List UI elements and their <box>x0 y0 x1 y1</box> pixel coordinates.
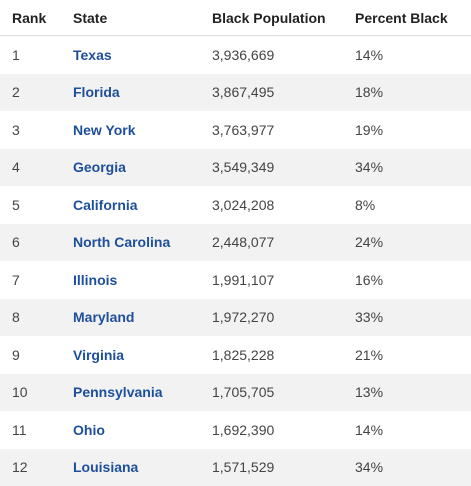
population-cell: 1,825,228 <box>212 346 275 363</box>
table-row: 10 Pennsylvania 1,705,705 13% <box>0 373 471 411</box>
table-row: 2 Florida 3,867,495 18% <box>0 73 471 111</box>
table-row: 5 California 3,024,208 8% <box>0 186 471 224</box>
table-row: 1 Texas 3,936,669 14% <box>0 36 471 74</box>
population-cell: 1,705,705 <box>212 384 275 401</box>
rank-cell: 4 <box>12 159 20 176</box>
state-link[interactable]: Maryland <box>73 309 135 326</box>
percent-cell: 33% <box>355 309 384 326</box>
percent-cell: 21% <box>355 346 384 363</box>
table-row: 11 Ohio 1,692,390 14% <box>0 411 471 449</box>
table-row: 9 Virginia 1,825,228 21% <box>0 336 471 374</box>
state-link[interactable]: Texas <box>73 46 112 63</box>
state-link[interactable]: Illinois <box>73 271 118 288</box>
population-cell: 3,867,495 <box>212 84 275 101</box>
table-row: 8 Maryland 1,972,270 33% <box>0 298 471 336</box>
state-link[interactable]: North Carolina <box>73 234 171 251</box>
header-state[interactable]: State <box>73 9 108 26</box>
rank-cell: 6 <box>12 234 20 251</box>
population-cell: 1,571,529 <box>212 459 275 476</box>
rank-cell: 10 <box>12 384 28 401</box>
table-body: 1 Texas 3,936,669 14% 2 Florida 3,867,495 18% 3 N… <box>0 36 471 486</box>
percent-cell: 34% <box>355 459 384 476</box>
rank-cell: 12 <box>12 459 28 476</box>
percent-cell: 13% <box>355 384 384 401</box>
table-row: 4 Georgia 3,549,349 34% <box>0 148 471 186</box>
table-row: 7 Illinois 1,991,107 16% <box>0 261 471 299</box>
state-link[interactable]: Louisiana <box>73 459 139 476</box>
percent-cell: 18% <box>355 84 384 101</box>
header-black-population[interactable]: Black Population <box>212 9 326 26</box>
population-cell: 3,936,669 <box>212 46 275 63</box>
percent-cell: 14% <box>355 421 384 438</box>
rank-cell: 1 <box>12 46 20 63</box>
table-row: 3 New York 3,763,977 19% <box>0 111 471 149</box>
state-link[interactable]: Georgia <box>73 159 126 176</box>
state-link[interactable]: Florida <box>73 84 120 101</box>
state-link[interactable]: Ohio <box>73 421 105 438</box>
population-cell: 1,692,390 <box>212 421 275 438</box>
rank-cell: 5 <box>12 196 20 213</box>
population-cell: 3,024,208 <box>212 196 275 213</box>
state-link[interactable]: Virginia <box>73 346 125 363</box>
rank-cell: 7 <box>12 271 20 288</box>
table-row: 12 Louisiana 1,571,529 34% <box>0 448 471 486</box>
population-cell: 1,972,270 <box>212 309 275 326</box>
rank-cell: 2 <box>12 84 20 101</box>
population-cell: 3,549,349 <box>212 159 275 176</box>
table-row: 6 North Carolina 2,448,077 24% <box>0 223 471 261</box>
state-link[interactable]: New York <box>73 121 136 138</box>
state-link[interactable]: Pennsylvania <box>73 384 163 401</box>
percent-cell: 24% <box>355 234 384 251</box>
header-rank[interactable]: Rank <box>12 9 47 26</box>
percent-cell: 16% <box>355 271 384 288</box>
rank-cell: 3 <box>12 121 20 138</box>
rank-cell: 8 <box>12 309 20 326</box>
population-cell: 1,991,107 <box>212 271 275 288</box>
percent-cell: 34% <box>355 159 384 176</box>
population-cell: 3,763,977 <box>212 121 275 138</box>
rank-cell: 9 <box>12 346 20 363</box>
table-header-row: Rank State Black Population Percent Blac… <box>0 0 471 36</box>
rank-cell: 11 <box>12 421 27 438</box>
percent-cell: 14% <box>355 46 384 63</box>
percent-cell: 19% <box>355 121 384 138</box>
population-cell: 2,448,077 <box>212 234 275 251</box>
header-percent-black[interactable]: Percent Black <box>355 9 448 26</box>
state-link[interactable]: California <box>73 196 138 213</box>
percent-cell: 8% <box>355 196 376 213</box>
